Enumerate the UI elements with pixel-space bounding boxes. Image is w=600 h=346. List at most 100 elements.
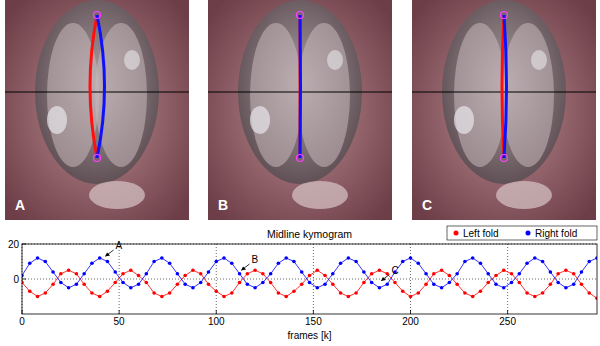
data-point [393, 270, 397, 274]
data-point [191, 286, 195, 290]
x-tick-label: 200 [402, 316, 419, 327]
data-point [494, 282, 498, 286]
highlight [89, 181, 145, 209]
data-point [90, 291, 94, 295]
data-point [238, 272, 242, 276]
y-tick [22, 244, 26, 245]
data-point [44, 291, 48, 295]
data-point [98, 256, 102, 260]
anchor-point [501, 12, 508, 19]
data-point [463, 260, 467, 264]
data-point [362, 281, 366, 285]
data-point [409, 256, 413, 260]
y-tick-label: 0 [13, 274, 19, 285]
anchor-point [297, 12, 304, 19]
data-point [137, 274, 141, 278]
data-point [494, 274, 498, 278]
arrow-head [381, 277, 386, 281]
data-point [51, 282, 55, 286]
highlight [454, 106, 474, 134]
data-point [160, 256, 164, 260]
grid-line [22, 244, 23, 314]
x-tick [22, 310, 23, 314]
photo-background [5, 0, 189, 220]
data-point [331, 272, 335, 276]
legend: Left fold Right fold [447, 226, 597, 240]
data-point [90, 261, 94, 265]
data-point [51, 270, 55, 274]
data-point [44, 260, 48, 264]
arrow-head [105, 253, 110, 257]
data-point [176, 282, 180, 286]
data-point [292, 289, 296, 293]
data-point [277, 261, 281, 265]
legend-label: Right fold [535, 228, 577, 239]
data-point [323, 282, 327, 286]
data-point [113, 281, 117, 285]
data-point [261, 272, 265, 276]
midline-cut [5, 92, 189, 93]
data-point [479, 289, 483, 293]
data-point [440, 268, 444, 272]
x-tick [119, 310, 120, 314]
data-point [129, 286, 133, 290]
data-point [199, 272, 203, 276]
legend-box [447, 226, 597, 240]
highlight [250, 106, 270, 134]
data-point [315, 286, 319, 290]
data-point [370, 272, 374, 276]
data-point [106, 260, 110, 264]
data-point [486, 281, 490, 285]
data-point [168, 291, 172, 295]
data-point [277, 291, 281, 295]
data-point [75, 282, 79, 286]
data-point [82, 272, 86, 276]
series-line [22, 258, 597, 288]
data-point [292, 260, 296, 264]
annotation-arrow [242, 264, 250, 270]
x-tick-label: 100 [208, 316, 225, 327]
data-point [549, 270, 553, 274]
data-point [580, 270, 584, 274]
grid-line [216, 244, 217, 314]
data-point [541, 260, 545, 264]
data-point [587, 291, 591, 295]
right-fold-tissue [502, 23, 554, 167]
data-point [580, 282, 584, 286]
data-point [362, 270, 366, 274]
annotation-label: B [252, 254, 259, 265]
data-point [378, 268, 382, 272]
highlight [496, 181, 552, 209]
data-point [183, 282, 187, 286]
data-point [448, 281, 452, 285]
data-point [354, 260, 358, 264]
data-point [230, 291, 234, 295]
x-tick-label: 0 [19, 316, 25, 327]
data-point [323, 274, 327, 278]
data-point [152, 260, 156, 264]
data-point [486, 272, 490, 276]
anchor-point [94, 155, 101, 162]
data-point [409, 295, 413, 299]
data-point [432, 272, 436, 276]
data-point [28, 261, 32, 265]
photo-background [208, 0, 392, 220]
data-point [416, 261, 420, 265]
data-point [284, 256, 288, 260]
data-point [59, 272, 63, 276]
data-point [284, 295, 288, 299]
data-point [300, 282, 304, 286]
data-point [269, 272, 273, 276]
legend-label: Left fold [463, 228, 499, 239]
grid-line [119, 244, 120, 314]
data-point [385, 272, 389, 276]
legend-swatch [526, 231, 531, 236]
data-point [331, 282, 335, 286]
data-point [129, 268, 133, 272]
data-point [145, 272, 149, 276]
data-point [67, 268, 71, 272]
data-point [75, 272, 79, 276]
data-point [440, 286, 444, 290]
x-tick [507, 310, 508, 314]
data-point [556, 281, 560, 285]
